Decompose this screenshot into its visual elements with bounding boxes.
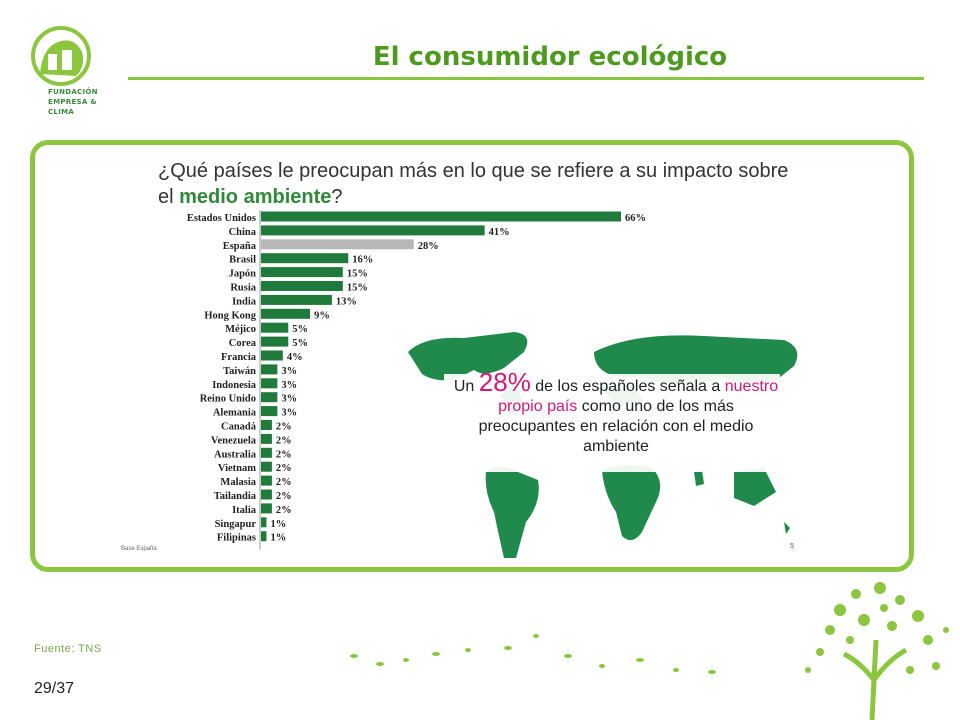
- data-label: 13%: [336, 296, 357, 307]
- category-label: Méjico: [225, 324, 256, 335]
- bar: [261, 392, 278, 403]
- bar: [261, 531, 267, 542]
- logo-line-2: EMPRESA &: [48, 98, 97, 106]
- logo-line-3: CLIMA: [48, 108, 75, 116]
- data-label: 2%: [276, 463, 292, 474]
- data-label: 2%: [276, 449, 292, 460]
- page-number: 29/37: [34, 680, 75, 697]
- data-label: 3%: [281, 408, 297, 419]
- data-label: 28%: [418, 241, 439, 252]
- data-label: 9%: [314, 310, 330, 321]
- bar: [261, 281, 343, 291]
- category-label: India: [232, 296, 257, 307]
- data-label: 5%: [292, 338, 308, 349]
- category-label: Rusia: [230, 283, 256, 294]
- category-label: Estados Unidos: [187, 213, 256, 224]
- category-label: Tailandia: [214, 491, 257, 502]
- data-label: 16%: [352, 255, 373, 266]
- data-label: 5%: [292, 324, 308, 335]
- category-label: Alemania: [213, 408, 257, 419]
- falling-leaves-decoration: [350, 634, 716, 674]
- callout-percentage: 28%: [478, 367, 531, 397]
- question-highlight: medio ambiente: [179, 186, 332, 208]
- data-label: 2%: [276, 422, 292, 433]
- question-end: ?: [331, 186, 343, 208]
- slide-title: El consumidor ecológico: [372, 42, 728, 72]
- category-label: Corea: [229, 338, 257, 349]
- data-label: 1%: [270, 533, 286, 544]
- title-divider: [128, 77, 924, 80]
- category-label: Venezuela: [211, 435, 257, 446]
- data-label: 41%: [489, 227, 510, 238]
- category-label: Canadá: [221, 422, 257, 433]
- source-note: Fuente: TNS: [34, 643, 102, 655]
- category-label: Brasil: [229, 255, 256, 266]
- category-label: Vietnam: [218, 463, 256, 474]
- category-label: Australia: [214, 449, 257, 460]
- category-label: Reino Unido: [200, 394, 256, 405]
- data-label: 3%: [281, 394, 297, 405]
- category-label: Italia: [232, 505, 257, 516]
- bar: [261, 503, 272, 514]
- callout-mid: de los españoles señala a: [530, 378, 725, 395]
- bar: [261, 447, 272, 458]
- fundacion-logo-icon: [31, 26, 91, 86]
- bar: [261, 420, 272, 430]
- bar: [261, 489, 272, 500]
- bar: [261, 239, 414, 250]
- callout-highlight: nuestro propio país: [498, 378, 779, 415]
- world-map-image: [408, 332, 798, 558]
- bar: [261, 517, 267, 528]
- data-label: 2%: [276, 477, 292, 488]
- category-label: Taiwán: [223, 366, 256, 377]
- data-label: 15%: [347, 283, 368, 294]
- data-label: 3%: [281, 380, 297, 391]
- bar: [261, 336, 289, 347]
- bar: [261, 322, 289, 333]
- bar: [261, 225, 485, 236]
- data-label: 15%: [347, 269, 368, 280]
- bar-chart: Estados Unidos 66% China 41% España 28% Brasil…: [187, 210, 646, 550]
- bar: [261, 294, 332, 305]
- logo-text: FUNDACIÓN EMPRESA & CLIMA: [48, 87, 98, 117]
- category-label: Singapur: [215, 519, 257, 530]
- data-label: 66%: [625, 213, 646, 224]
- inner-page-ref: 5: [790, 543, 794, 550]
- tree-illustration-icon: [805, 582, 949, 720]
- bar: [261, 267, 343, 278]
- logo-line-1: FUNDACIÓN: [48, 88, 98, 96]
- category-label: Japón: [229, 269, 257, 280]
- chart-question: ¿Qué países le preocupan más en lo que s…: [158, 158, 798, 210]
- category-label: Filipinas: [217, 533, 256, 544]
- bar: [261, 364, 278, 375]
- category-label: Indonesia: [212, 380, 257, 391]
- bar: [261, 211, 621, 222]
- category-label: Malasia: [220, 477, 256, 488]
- bar: [261, 433, 272, 444]
- bar: [261, 350, 283, 361]
- callout-text: Un 28% de los españoles señala a nuestro…: [448, 369, 784, 457]
- data-label: 4%: [287, 352, 303, 363]
- bar: [261, 308, 311, 319]
- category-label: China: [229, 227, 257, 238]
- base-label: Base España: [121, 546, 157, 552]
- category-label: Francia: [221, 352, 257, 363]
- data-label: 1%: [270, 519, 286, 530]
- bar: [261, 475, 272, 486]
- data-label: 3%: [281, 366, 297, 377]
- category-label: España: [223, 241, 257, 252]
- bar: [261, 253, 349, 264]
- data-label: 2%: [276, 491, 292, 502]
- bar: [261, 406, 278, 417]
- bar: [261, 378, 278, 389]
- bar: [261, 461, 272, 472]
- question-text: ¿Qué países le preocupan más en lo que s…: [158, 160, 789, 208]
- callout-pre: Un: [453, 378, 479, 395]
- callout-post: como uno de los más preocupantes en rela…: [478, 398, 754, 455]
- category-label: Hong Kong: [204, 310, 256, 321]
- data-label: 2%: [276, 435, 292, 446]
- data-label: 2%: [276, 505, 292, 516]
